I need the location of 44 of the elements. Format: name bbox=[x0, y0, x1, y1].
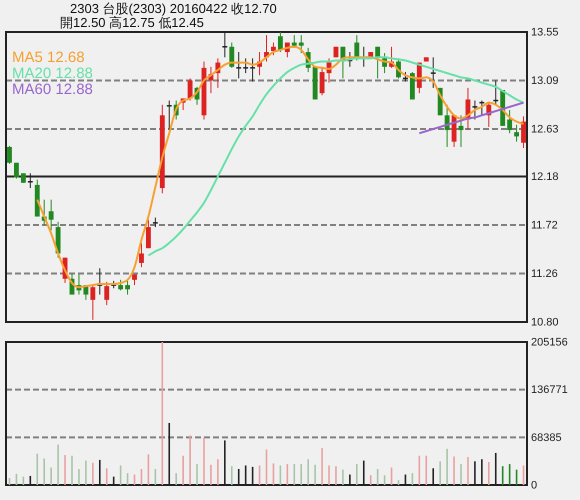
y-tick-label: 136771 bbox=[531, 384, 568, 396]
y-tick-label: 10.80 bbox=[531, 316, 559, 329]
candlestick bbox=[132, 274, 137, 286]
candlestick bbox=[472, 100, 478, 120]
candlestick bbox=[188, 78, 193, 102]
candlestick bbox=[118, 279, 124, 291]
chart-subtitle: 開12.50 高12.75 低12.45 bbox=[60, 15, 204, 30]
candlestick bbox=[236, 52, 242, 79]
y-tick-label: 13.09 bbox=[531, 75, 559, 88]
candlestick bbox=[250, 58, 256, 82]
candlestick bbox=[514, 124, 520, 142]
y-tick-label: 13.55 bbox=[531, 26, 559, 39]
y-tick-label: 11.72 bbox=[531, 220, 558, 232]
candlestick bbox=[243, 58, 248, 74]
text: MA60 12.88 bbox=[12, 81, 93, 98]
candlestick bbox=[521, 116, 526, 148]
text: MA5 12.68 bbox=[12, 49, 85, 66]
candlestick bbox=[271, 42, 276, 56]
candlestick bbox=[479, 100, 484, 116]
chart-title: 2303 台股(2303) 20160422 收12.70 bbox=[70, 1, 277, 16]
candlestick bbox=[104, 281, 110, 306]
candlestick bbox=[90, 284, 96, 320]
y-tick-label: 12.18 bbox=[531, 170, 559, 183]
candlestick bbox=[458, 114, 464, 148]
candlestick bbox=[139, 242, 144, 268]
candlestick bbox=[146, 219, 151, 249]
y-tick-label: 205156 bbox=[531, 336, 568, 349]
y-tick-label: 11.26 bbox=[531, 268, 558, 280]
candlestick bbox=[278, 32, 283, 53]
candlestick bbox=[430, 56, 436, 88]
candlestick bbox=[493, 80, 498, 106]
candlestick bbox=[403, 72, 408, 82]
candlestick bbox=[7, 145, 12, 164]
y-tick-label: 0 bbox=[531, 480, 538, 492]
candlestick bbox=[125, 280, 130, 296]
text: MA20 12.88 bbox=[12, 65, 93, 82]
candlestick bbox=[152, 217, 158, 228]
candlestick bbox=[507, 110, 512, 134]
candlestick bbox=[320, 66, 325, 96]
y-tick-label: 12.63 bbox=[531, 124, 559, 136]
y-tick-label: 68385 bbox=[531, 432, 562, 444]
candlestick bbox=[166, 100, 172, 131]
candlestick bbox=[14, 162, 19, 180]
candlestick bbox=[48, 199, 54, 231]
